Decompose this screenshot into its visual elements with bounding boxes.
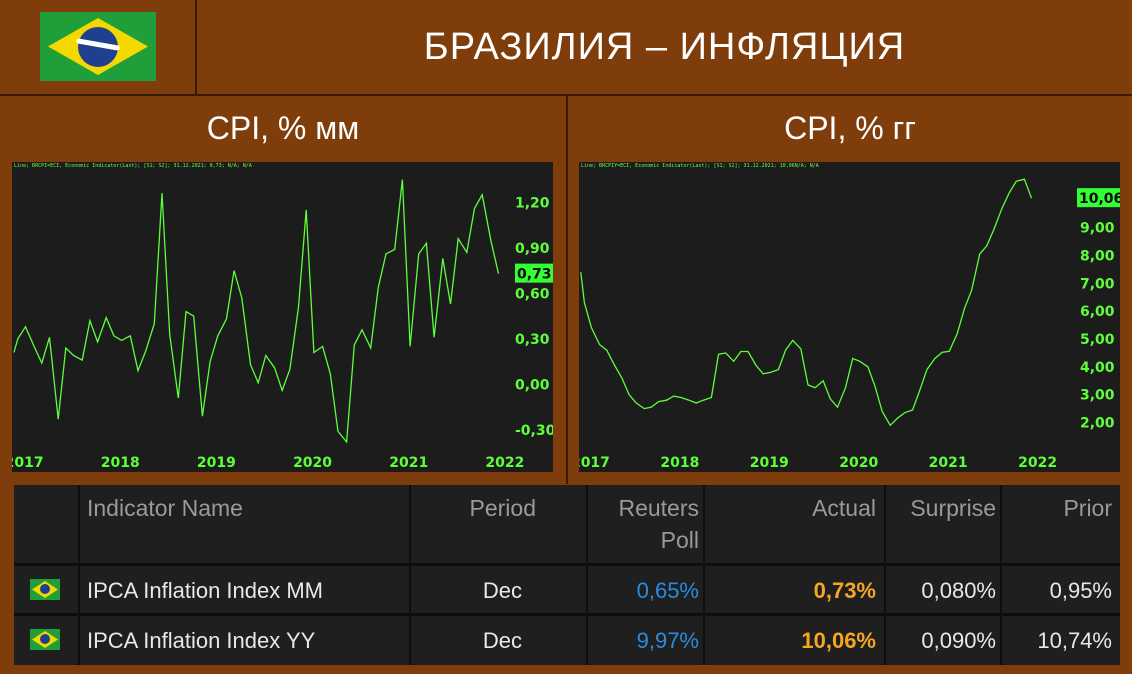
cpi-mm-chart-svg: Line; BRCPI=ECI, Economic Indicator(Last… — [12, 163, 553, 471]
x-tick-label: 2018 — [660, 455, 699, 471]
center-divider — [566, 94, 568, 484]
y-tick-label: 6,00 — [1080, 304, 1115, 320]
row-2-poll: 9,97% — [636, 628, 699, 653]
last-value-highlight — [1077, 188, 1120, 208]
header-period: Period — [469, 495, 536, 521]
x-tick-label: 2020 — [293, 455, 332, 471]
brazil-flag-icon — [40, 12, 156, 81]
row-1-actual: 0,73% — [813, 578, 876, 603]
y-tick-label: 0,00 — [515, 377, 550, 393]
header-bar: БРАЗИЛИЯ – ИНФЛЯЦИЯ — [0, 0, 1132, 96]
left-chart-title: CPI, % мм — [0, 96, 568, 160]
row-1-surprise: 0,080% — [921, 578, 996, 603]
header-surprise: Surprise — [910, 495, 996, 521]
x-tick-label: 2018 — [101, 455, 140, 471]
right-chart-title: CPI, % гг — [784, 110, 916, 146]
x-tick-label: 2019 — [197, 455, 236, 471]
last-value-highlight — [515, 263, 553, 283]
y-tick-label: 4,00 — [1080, 360, 1115, 376]
y-tick-label: 1,20 — [515, 195, 550, 211]
brazil-flag-icon — [30, 629, 60, 650]
y-tick-label: 0,60 — [515, 286, 550, 302]
y-tick-label: 2,00 — [1080, 416, 1115, 432]
x-tick-label: 2019 — [750, 455, 789, 471]
row-1-name: IPCA Inflation Index MM — [87, 578, 323, 603]
series-line — [13, 179, 500, 444]
row-1-poll: 0,65% — [636, 578, 699, 603]
x-tick-label: 2022 — [485, 455, 524, 471]
header-indicator-name: Indicator Name — [87, 495, 243, 521]
cpi-yy-chart: Line; BRCPIY=ECI, Economic Indicator(Las… — [579, 162, 1120, 472]
header-prior: Prior — [1063, 495, 1112, 521]
y-tick-label: 8,00 — [1080, 249, 1115, 265]
y-tick-label: 0,30 — [515, 332, 550, 348]
row-2-actual: 10,06% — [801, 628, 876, 653]
x-tick-label: 2020 — [839, 455, 878, 471]
y-tick-label: 3,00 — [1080, 388, 1115, 404]
x-tick-label: 2017 — [579, 455, 610, 471]
y-tick-label: 9,00 — [1080, 221, 1115, 237]
brazil-flag-icon — [30, 579, 60, 600]
x-tick-label: 2017 — [12, 455, 44, 471]
row-2-period: Dec — [482, 628, 522, 653]
header-reuters: Reuters — [618, 495, 699, 521]
row-2-surprise: 0,090% — [921, 628, 996, 653]
last-value-label: 10,06 — [1079, 191, 1120, 207]
indicator-table: Indicator Name Period Reuters Poll Actua… — [14, 485, 1120, 665]
last-value-label: 0,73 — [517, 267, 552, 283]
page-title: БРАЗИЛИЯ – ИНФЛЯЦИЯ — [423, 26, 906, 68]
y-tick-label: 7,00 — [1080, 276, 1115, 292]
row-1-prior: 0,95% — [1049, 578, 1112, 603]
series-line — [580, 178, 1033, 427]
row-2-prior: 10,74% — [1037, 628, 1112, 653]
x-tick-label: 2022 — [1018, 455, 1057, 471]
row-1-period: Dec — [482, 578, 522, 603]
cpi-yy-chart-svg: Line; BRCPIY=ECI, Economic Indicator(Las… — [579, 163, 1120, 471]
header-poll: Poll — [660, 527, 699, 553]
flag-cell — [0, 0, 197, 94]
chart-caption: Line; BRCPI=ECI, Economic Indicator(Last… — [14, 163, 252, 169]
x-tick-label: 2021 — [389, 455, 428, 471]
chart-caption: Line; BRCPIY=ECI, Economic Indicator(Las… — [581, 163, 819, 169]
y-tick-label: -0,30 — [515, 423, 553, 439]
x-tick-label: 2021 — [929, 455, 968, 471]
y-tick-label: 0,90 — [515, 241, 550, 257]
header-actual: Actual — [812, 495, 876, 521]
y-tick-label: 5,00 — [1080, 332, 1115, 348]
cpi-mm-chart: Line; BRCPI=ECI, Economic Indicator(Last… — [12, 162, 553, 472]
row-2-name: IPCA Inflation Index YY — [87, 628, 316, 653]
